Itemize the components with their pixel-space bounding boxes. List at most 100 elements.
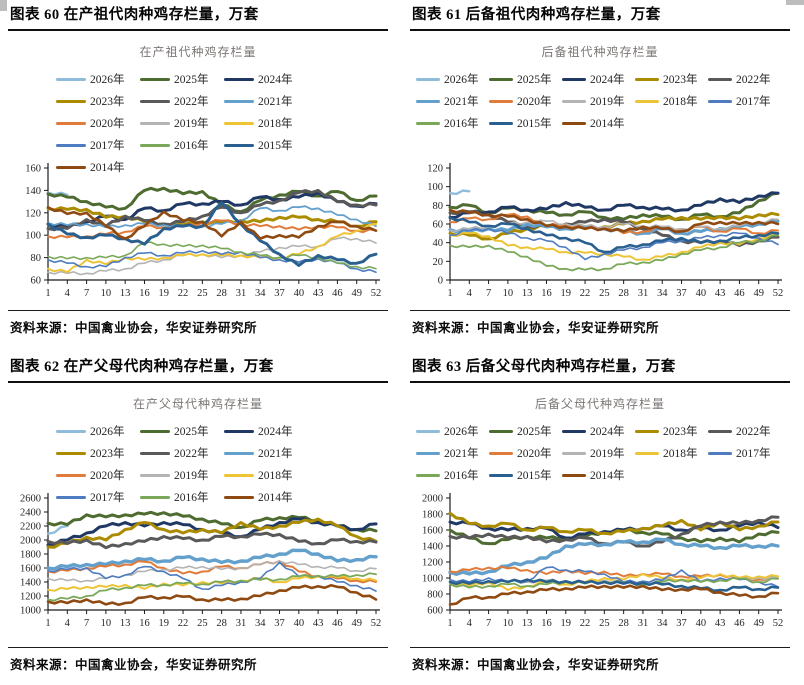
figure-caption: 图表 60 在产祖代肉种鸡存栏量，万套	[8, 4, 388, 31]
legend-item: 2021年	[224, 90, 308, 112]
svg-text:49: 49	[753, 618, 764, 629]
legend-label: 2021年	[258, 448, 293, 460]
chart-card: 在产祖代种鸡存栏量 2026年 2025年 2024年 2023年 2022年 2021年…	[8, 33, 388, 310]
svg-text:52: 52	[371, 618, 382, 629]
svg-text:7: 7	[84, 618, 89, 629]
svg-text:34: 34	[255, 288, 266, 299]
svg-text:2200: 2200	[20, 522, 41, 533]
legend-label: 2018年	[258, 118, 293, 130]
legend-label: 2023年	[90, 448, 125, 460]
legend-line-swatch	[416, 451, 440, 455]
series-line-2022年	[46, 531, 378, 550]
legend-item: 2018年	[224, 112, 308, 134]
legend-line-swatch	[489, 473, 513, 477]
svg-text:22: 22	[178, 288, 189, 299]
legend-label: 2020年	[90, 118, 125, 130]
legend-line-swatch	[489, 451, 513, 455]
series-line-2017年	[449, 227, 779, 261]
series-line-2021年	[448, 537, 780, 577]
window-edge-artifact	[0, 0, 7, 11]
legend-line-swatch	[56, 429, 86, 433]
series-line-2018年	[449, 231, 779, 261]
legend-item: 2024年	[562, 68, 635, 90]
legend-item: 2024年	[224, 420, 308, 442]
legend-line-swatch	[56, 143, 86, 147]
legend-label: 2026年	[444, 74, 479, 86]
svg-text:10: 10	[503, 288, 513, 299]
legend-line-swatch	[140, 473, 170, 477]
legend-line-swatch	[562, 473, 586, 477]
series-line-2026年	[448, 189, 471, 196]
figure-caption: 图表 63 后备父母代肉种鸡存栏量，万套	[410, 356, 790, 383]
svg-text:19: 19	[159, 618, 170, 629]
svg-text:2600: 2600	[20, 494, 41, 505]
svg-text:49: 49	[351, 618, 362, 629]
legend-line-swatch	[635, 451, 659, 455]
legend-line-swatch	[708, 99, 732, 103]
svg-text:7: 7	[486, 288, 491, 299]
svg-text:52: 52	[773, 618, 784, 629]
legend-item: 2016年	[416, 112, 489, 134]
svg-text:7: 7	[486, 618, 491, 629]
source-note: 资料来源：中国禽业协会，华安证券研究所	[410, 647, 790, 673]
svg-text:28: 28	[216, 618, 227, 629]
svg-text:43: 43	[715, 618, 726, 629]
chart-title: 后备父母代种鸡存栏量	[534, 397, 665, 411]
svg-text:16: 16	[139, 288, 150, 299]
svg-text:31: 31	[638, 288, 649, 299]
svg-text:1200: 1200	[422, 558, 443, 569]
legend-item: 2023年	[635, 420, 708, 442]
legend-item: 2022年	[708, 420, 781, 442]
legend-line-swatch	[224, 99, 254, 103]
legend-label: 2017年	[90, 492, 125, 504]
legend-label: 2023年	[90, 96, 125, 108]
legend-item: 2017年	[708, 90, 781, 112]
svg-text:46: 46	[734, 618, 745, 629]
legend-line-swatch	[224, 451, 254, 455]
legend-item: 2020年	[489, 442, 562, 464]
svg-text:10: 10	[101, 288, 112, 299]
series-line-2025年	[46, 186, 378, 214]
series-line-2014年	[448, 584, 780, 606]
svg-text:10: 10	[101, 618, 112, 629]
legend-item: 2020年	[56, 464, 140, 486]
svg-text:52: 52	[371, 288, 382, 299]
legend-line-swatch	[140, 429, 170, 433]
legend-line-swatch	[489, 77, 513, 81]
chart-title: 后备祖代种鸡存栏量	[541, 45, 659, 59]
svg-text:25: 25	[197, 288, 208, 299]
svg-text:1: 1	[45, 618, 50, 629]
line-chart: 60 80 100 120 140 160 1 4 7 10 13 16 19 22 25 28 31 34 37 4…	[25, 163, 382, 299]
svg-text:28: 28	[618, 288, 629, 299]
svg-text:1400: 1400	[20, 578, 41, 589]
legend-line-swatch	[56, 77, 86, 81]
source-note: 资料来源：中国禽业协会，华安证券研究所	[8, 647, 388, 673]
series-line-2017年	[47, 250, 377, 273]
source-note: 资料来源：中国禽业协会，华安证券研究所	[410, 310, 790, 336]
svg-text:37: 37	[676, 618, 687, 629]
legend-line-swatch	[56, 99, 86, 103]
svg-text:34: 34	[657, 618, 668, 629]
svg-text:46: 46	[734, 288, 745, 299]
svg-text:31: 31	[638, 618, 649, 629]
legend-item: 2022年	[708, 68, 781, 90]
svg-text:1: 1	[447, 618, 452, 629]
legend-label: 2017年	[736, 96, 771, 108]
svg-text:22: 22	[580, 288, 591, 299]
svg-text:49: 49	[753, 288, 764, 299]
legend-line-swatch	[224, 473, 254, 477]
svg-text:4: 4	[467, 618, 473, 629]
legend-line-swatch	[416, 429, 440, 433]
legend-item: 2016年	[140, 486, 224, 508]
svg-text:52: 52	[773, 288, 784, 299]
figure-panel-61: 图表 61 后备祖代肉种鸡存栏量，万套 后备祖代种鸡存栏量 2026年 2025年…	[402, 0, 804, 352]
legend-label: 2019年	[174, 118, 209, 130]
legend-line-swatch	[56, 473, 86, 477]
chart-legend: 2026年 2025年 2024年 2023年 2022年 2021年 2020年 2019年…	[410, 68, 790, 160]
legend-item: 2015年	[489, 112, 562, 134]
svg-text:40: 40	[696, 618, 707, 629]
series-line-2016年	[449, 234, 779, 272]
legend-line-swatch	[140, 99, 170, 103]
svg-text:60: 60	[433, 220, 444, 231]
